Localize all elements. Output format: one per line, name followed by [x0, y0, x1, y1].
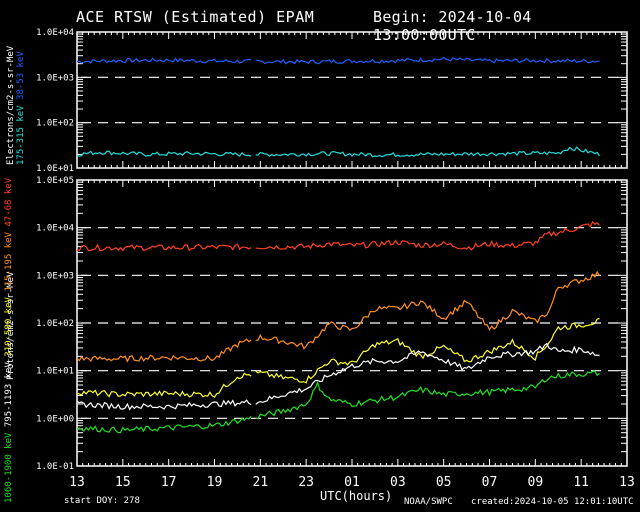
- y-axis-label: Electrons/cm2-s-sr-MeV: [6, 45, 16, 165]
- x-tick-label: 13: [619, 475, 635, 490]
- source-label: NOAA/SWPC: [404, 497, 453, 507]
- x-tick-label: 01: [344, 475, 360, 490]
- series-1060-1900-kev: [255, 370, 600, 420]
- x-tick-label: 21: [253, 475, 269, 490]
- series-175-315-kev: [76, 150, 252, 157]
- begin-time: Begin: 2024-10-04 13:00:00UTC: [373, 8, 532, 44]
- y-axis-label: 1060-1900 keV 795-1193 keV 310-580 keV 1…: [4, 177, 14, 503]
- y-tick-label: 1.0E+05: [36, 176, 74, 186]
- y-tick-label: 1.0E+01: [36, 367, 74, 377]
- y-tick-label: 1.0E+02: [36, 319, 74, 329]
- y-tick-label: 1.0E-01: [36, 462, 74, 472]
- chart-title: ACE RTSW (Estimated) EPAM: [76, 8, 315, 26]
- y-tick-label: 1.0E+00: [36, 414, 74, 424]
- y-tick-label: 1.0E+01: [36, 164, 74, 174]
- series-115-195-kev: [255, 270, 601, 350]
- series-38-53-kev: [255, 56, 600, 65]
- x-tick-label: 23: [298, 475, 314, 490]
- series-115-195-kev: [76, 338, 252, 363]
- series-310-580-kev: [255, 317, 600, 384]
- series-310-580-kev: [76, 372, 252, 399]
- series-795-1193-kev: [76, 399, 252, 411]
- panel-protons: 1.0E+05 1.0E+04 1.0E+03 1.0E+02 1.0E+01 1.0E+…: [36, 176, 628, 472]
- y-tick-label: 1.0E+04: [36, 28, 74, 38]
- x-tick-label: 15: [115, 475, 131, 490]
- y-axis-label: Protons/cm2-s-sr-MeV: [6, 271, 16, 380]
- series-795-1193-kev: [255, 342, 600, 405]
- x-tick-label: 13: [69, 475, 85, 490]
- x-tick-label: 11: [573, 475, 589, 490]
- x-tick-label: 17: [161, 475, 177, 490]
- panel-electrons: 1.0E+04 1.0E+03 1.0E+02 1.0E+01: [36, 28, 628, 174]
- series-47-68-kev: [76, 243, 252, 252]
- x-tick-label: 09: [528, 475, 544, 490]
- x-tick-label: 07: [482, 475, 498, 490]
- series-47-68-kev: [255, 220, 600, 251]
- x-tick-label: 05: [436, 475, 452, 490]
- series-38-53-kev: [76, 57, 252, 64]
- x-tick-label: 19: [207, 475, 223, 490]
- y-tick-label: 1.0E+04: [36, 224, 74, 234]
- y-tick-label: 1.0E+02: [36, 119, 74, 129]
- series-175-315-kev: [255, 146, 601, 158]
- y-tick-label: 1.0E+03: [36, 271, 74, 281]
- x-tick-label: 03: [390, 475, 406, 490]
- series-1060-1900-kev: [76, 415, 252, 434]
- x-axis-label: UTC(hours): [320, 489, 393, 503]
- created-time: created:2024-10-05 12:01:10UTC: [471, 497, 634, 507]
- y-tick-label: 1.0E+03: [36, 73, 74, 83]
- y-axis-label: 175-315 keV 38-53 keV: [16, 51, 26, 165]
- start-doy: start DOY: 278: [64, 496, 140, 506]
